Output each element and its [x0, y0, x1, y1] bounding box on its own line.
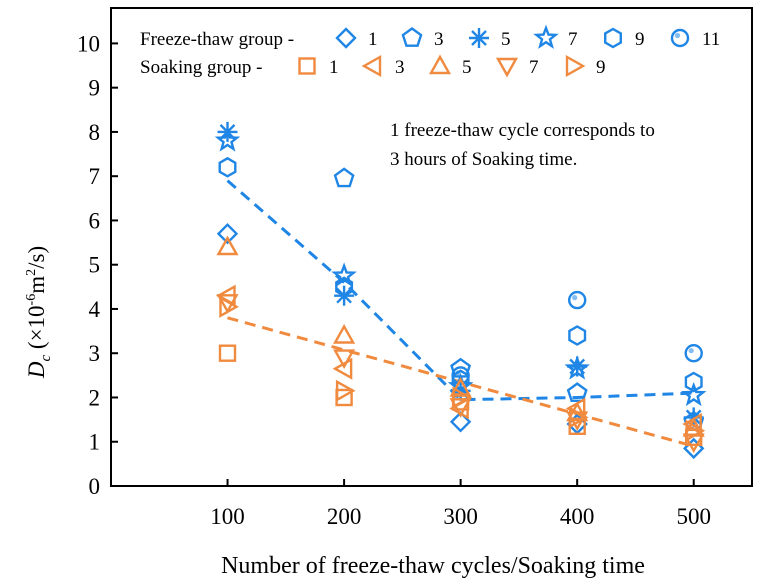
legend-marker-diamond — [335, 27, 357, 49]
annotation: 1 freeze-thaw cycle corresponds to 3 hou… — [390, 120, 655, 170]
y-tick-label: 3 — [89, 341, 101, 366]
data-point-soaking-5 — [449, 377, 472, 397]
legend-marker-triangle-right — [565, 54, 586, 78]
x-tick-label: 200 — [327, 504, 362, 529]
data-point-soaking-9 — [335, 379, 356, 402]
plot-frame — [110, 7, 753, 487]
data-point-soaking-5 — [216, 235, 239, 256]
data-point-freeze-thaw-11 — [451, 366, 470, 385]
legend-marker-pentagon — [401, 27, 423, 47]
legend-label: 11 — [702, 29, 720, 50]
x-tick-label: 100 — [210, 504, 245, 529]
x-axis-label: Number of freeze-thaw cycles/Soaking tim… — [221, 553, 645, 579]
data-point-freeze-thaw-7 — [214, 127, 241, 152]
data-point-freeze-thaw-11 — [684, 344, 703, 363]
y-tick-label: 0 — [89, 474, 101, 499]
data-point-soaking-1 — [218, 344, 237, 362]
legend-label: 1 — [368, 29, 378, 50]
y-tick-label: 4 — [89, 297, 101, 322]
legend-marker-triangle-down — [495, 57, 519, 78]
data-point-soaking-7 — [333, 349, 356, 370]
data-point-freeze-thaw-7 — [680, 381, 707, 407]
data-point-freeze-thaw-1 — [449, 411, 472, 433]
data-point-soaking-9 — [452, 386, 473, 409]
y-tick-label: 1 — [89, 430, 101, 455]
y-tick-label: 2 — [89, 385, 101, 410]
data-point-freeze-thaw-9 — [684, 371, 703, 393]
legend-title-freeze-thaw: Freeze-thaw group - — [140, 29, 294, 50]
data-point-soaking-9 — [219, 295, 239, 318]
x-tick-label: 400 — [560, 504, 595, 529]
legend-label: 9 — [635, 29, 645, 50]
data-point-soaking-7 — [449, 398, 472, 418]
y-axis-label: Dc (×10-6m2/s) — [24, 246, 54, 379]
y-tick-label: 9 — [89, 76, 101, 101]
y-tick-label: 10 — [77, 31, 100, 56]
annotation-line-1: 1 freeze-thaw cycle corresponds to — [390, 120, 655, 141]
data-point-freeze-thaw-11 — [568, 290, 587, 310]
plot-area — [110, 7, 753, 487]
legend-marker-triangle-left — [361, 54, 382, 78]
x-tick-label: 300 — [443, 504, 478, 529]
data-point-freeze-thaw-7 — [331, 262, 357, 287]
y-tick-label: 6 — [89, 208, 101, 233]
axis-ticks: 0 1 2 3 4 5 6 7 8 9 10 100 200 300 400 500 — [77, 31, 711, 529]
data-point-freeze-thaw-3 — [566, 382, 588, 402]
legend-marker-asterisk — [469, 28, 489, 48]
legend-title-soaking: Soaking group - — [140, 57, 262, 78]
legend-marker-square — [298, 57, 316, 75]
legend-marker-hexagon — [604, 27, 622, 49]
legend-label: 7 — [568, 29, 578, 50]
data-point-soaking-9 — [685, 419, 706, 442]
y-tick-label: 5 — [89, 253, 101, 278]
y-tick-label: 8 — [89, 120, 101, 145]
legend-marker-triangle-up — [428, 54, 452, 75]
annotation-line-2: 3 hours of Soaking time. — [390, 149, 577, 170]
data-point-freeze-thaw-9 — [218, 156, 237, 178]
legend-label: 5 — [462, 57, 472, 78]
legend-label: 1 — [329, 57, 339, 78]
data-point-freeze-thaw-1 — [216, 223, 239, 245]
data-point-freeze-thaw-7 — [564, 355, 590, 380]
legend-label: 7 — [529, 57, 539, 78]
legend-label: 3 — [395, 57, 405, 78]
data-point-soaking-9 — [569, 406, 589, 429]
data-point-freeze-thaw-9 — [335, 276, 354, 298]
legend-label: 9 — [596, 57, 606, 78]
data-point-freeze-thaw-3 — [333, 167, 355, 188]
data-point-freeze-thaw-9 — [568, 325, 587, 346]
trend-line-freeze-thaw — [226, 179, 694, 402]
legend-label: 3 — [434, 29, 444, 50]
data-point-soaking-5 — [333, 324, 356, 344]
x-tick-label: 500 — [676, 504, 711, 529]
legend-marker-circle — [670, 28, 690, 48]
legend-marker-star — [533, 24, 559, 49]
y-tick-label: 7 — [89, 164, 101, 189]
legend-label: 5 — [501, 29, 511, 50]
